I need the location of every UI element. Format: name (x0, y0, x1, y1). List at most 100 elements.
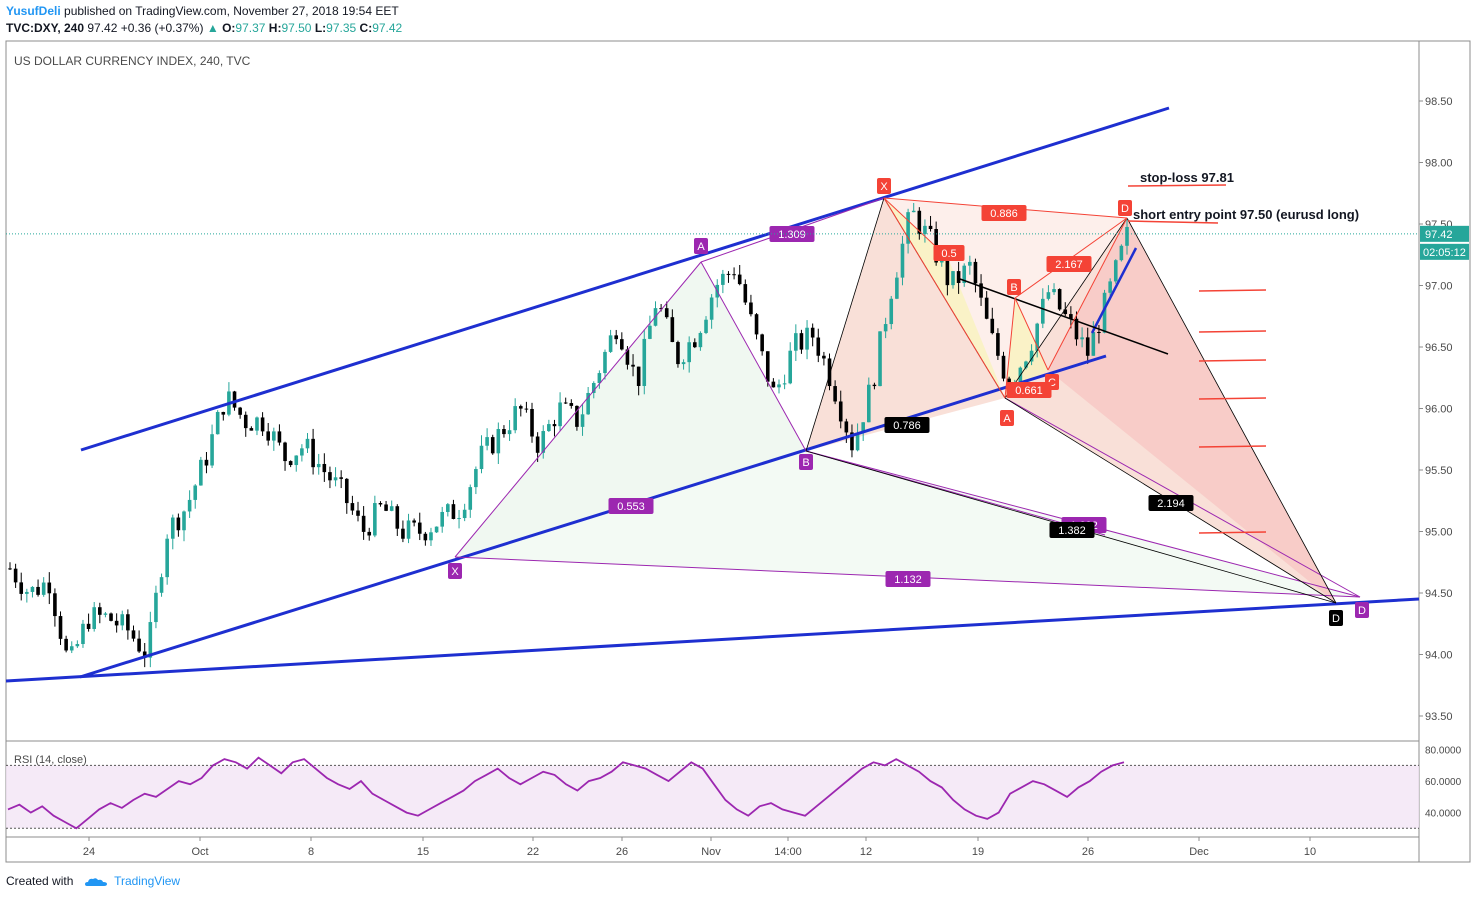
pattern-point-label: D (1358, 605, 1366, 617)
pattern-fill-red-2 (1048, 218, 1336, 603)
tradingview-link[interactable]: TradingView (114, 874, 181, 888)
pattern-point-marker (1000, 410, 1014, 426)
candle-body (636, 366, 641, 386)
candle-body (401, 528, 405, 539)
candle-body (311, 438, 315, 468)
candle-body (255, 417, 259, 431)
candle-body (614, 335, 619, 340)
rsi-tick-label: 60.0000 (1425, 777, 1462, 788)
author-link[interactable]: YusufDeli (6, 4, 61, 18)
candle-body (92, 607, 96, 629)
time-tick-label: 22 (527, 846, 539, 858)
candle-body (41, 582, 46, 595)
candle-body (502, 429, 506, 435)
candle-body (838, 401, 843, 422)
candle-body (911, 210, 916, 213)
price-tick-label: 97.00 (1425, 281, 1453, 293)
candle-body (692, 342, 697, 348)
candle-body (98, 607, 102, 615)
candle-body (350, 503, 355, 511)
tradingview-cloud-icon (84, 878, 107, 886)
candle-body (681, 362, 686, 365)
candle-body (446, 504, 450, 512)
candle-body (395, 506, 400, 529)
candle-body (490, 437, 495, 454)
pattern-point-label: B (802, 457, 809, 469)
candle-body (822, 355, 826, 359)
last-price-tag (1420, 225, 1469, 242)
footer: Created with TradingView (6, 874, 180, 888)
candle-body (608, 335, 613, 352)
last-price: 97.42 (87, 21, 118, 35)
candle-body (721, 273, 725, 285)
candle-body (300, 448, 304, 456)
candle-body (664, 308, 669, 318)
candle-body (704, 319, 708, 333)
candle-body (737, 274, 742, 285)
price-tick-label: 98.00 (1425, 158, 1453, 170)
black-trend-line (959, 278, 1169, 355)
candle-body (215, 411, 220, 435)
candle-body (429, 532, 433, 541)
candle-body (30, 586, 35, 592)
candle-body (698, 332, 703, 348)
red-pattern-leg (883, 197, 1006, 399)
candle-body (530, 408, 534, 437)
candle-body (19, 582, 24, 594)
candle-body (760, 334, 764, 352)
candle-body (159, 577, 164, 593)
candle-body (204, 459, 209, 466)
candle-body (114, 620, 119, 626)
candle-body (507, 430, 512, 435)
candle-body (103, 613, 108, 615)
candle-body (945, 257, 950, 286)
candle-body (872, 384, 877, 387)
time-tick-label: 19 (972, 846, 984, 858)
candle-body (648, 325, 652, 339)
candle-body (468, 487, 473, 510)
candle-body (518, 406, 523, 409)
candle-body (558, 402, 562, 427)
symbol-label: TVC:DXY, 240 (6, 21, 85, 35)
price-tick-label: 96.50 (1425, 342, 1453, 354)
short-trend-line (1090, 247, 1138, 334)
candle-body (288, 461, 293, 466)
candle-body (1102, 292, 1107, 333)
candle-body (1063, 309, 1068, 315)
candle-body (322, 463, 327, 473)
candle-body (13, 568, 18, 583)
candle-body (305, 438, 310, 449)
ratio-label: 0.553 (617, 501, 645, 513)
candle-body (535, 436, 540, 453)
candle-body (316, 463, 321, 468)
candle-body (889, 298, 894, 325)
pattern-point-label: C (1048, 377, 1056, 389)
candle-body (272, 431, 276, 441)
candle-body (199, 459, 203, 486)
candle-body (148, 622, 153, 658)
candle-body (378, 503, 383, 505)
black-pattern-leg (1004, 217, 1128, 399)
candle-body (524, 408, 529, 410)
candle-body (861, 422, 865, 433)
candle-body (412, 520, 416, 523)
candle-body (294, 455, 299, 466)
price-tick-label: 98.50 (1425, 96, 1453, 108)
stop-loss-line (1127, 184, 1227, 187)
price-tick-label: 95.00 (1425, 527, 1453, 539)
candle-body (1074, 318, 1079, 340)
open-value: 97.37 (235, 21, 266, 35)
candle-body (996, 333, 1000, 356)
candle-body (984, 297, 989, 319)
ratio-label-box (1006, 382, 1052, 398)
candle-body (777, 384, 781, 388)
candle-body (928, 225, 933, 230)
candle-body (126, 614, 130, 631)
time-tick-label: 12 (860, 846, 872, 858)
candle-body (182, 511, 186, 531)
candle-body (1035, 323, 1039, 351)
candle-body (883, 324, 888, 332)
candle-body (591, 382, 596, 393)
candle-body (496, 429, 501, 454)
